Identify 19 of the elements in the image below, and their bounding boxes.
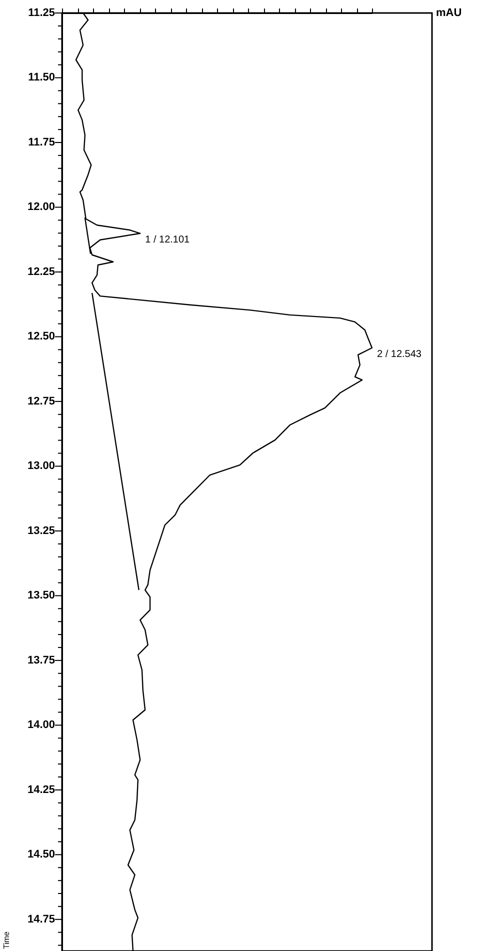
y-axis-title: Time: [2, 930, 11, 949]
y-tick-label: 14.25: [27, 784, 55, 796]
y-tick-label: 12.00: [27, 201, 55, 214]
y-tick-label: 12.75: [27, 395, 55, 408]
y-tick-label: 12.25: [27, 266, 55, 278]
y-tick-label: 14.50: [27, 848, 55, 861]
annotation: 2 / 12.543: [377, 348, 422, 360]
y-tick-label: 11.25: [28, 7, 55, 19]
y-tick-label: 12.50: [27, 330, 55, 343]
text: mAU: [436, 7, 462, 19]
y-tick-label: 14.75: [27, 913, 55, 926]
y-tick-label: 14.00: [27, 719, 55, 732]
y-tick-label: 13.75: [27, 654, 55, 666]
y-tick-label: 13.50: [27, 590, 55, 602]
y-tick-label: 13.25: [27, 524, 55, 537]
annotation: 1 / 12.101: [145, 234, 190, 246]
y-tick-label: 11.50: [28, 72, 55, 84]
y-tick-label: 11.75: [28, 136, 55, 148]
y-tick-label: 13.00: [27, 460, 55, 472]
